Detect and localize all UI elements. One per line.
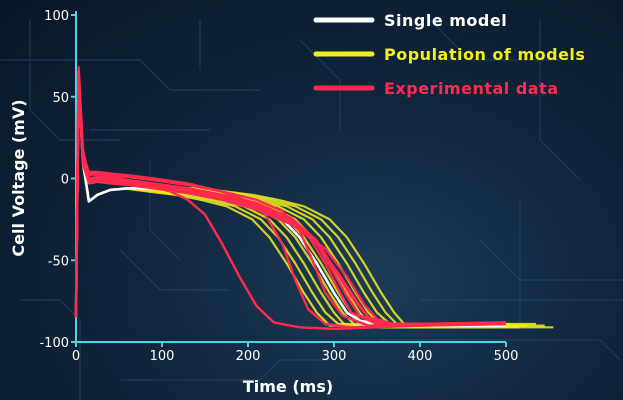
- y-axis-title: Cell Voltage (mV): [9, 99, 28, 256]
- y-tick-label: 50: [52, 91, 69, 106]
- experimental-trace: [74, 69, 507, 329]
- x-tick-label: 200: [236, 349, 261, 364]
- population-trace: [74, 76, 519, 329]
- experimental-trace: [74, 66, 507, 331]
- population-trace: [74, 76, 537, 326]
- x-tick-label: 300: [322, 349, 347, 364]
- legend-label: Experimental data: [384, 79, 559, 98]
- population-trace: [74, 76, 554, 329]
- experimental-trace: [74, 72, 507, 326]
- experimental-trace: [74, 71, 507, 327]
- x-tick-label: 500: [494, 349, 519, 364]
- x-tick-label: 400: [408, 349, 433, 364]
- legend-label: Single model: [384, 11, 507, 30]
- population-trace: [74, 76, 511, 326]
- experimental-traces: [74, 66, 507, 331]
- single-model-trace: [74, 75, 506, 327]
- circuit-background: [0, 19, 623, 400]
- y-tick-label: -100: [39, 336, 69, 351]
- y-tick-label: 100: [44, 9, 69, 24]
- population-traces: [74, 76, 554, 329]
- x-tick-label: 0: [72, 349, 80, 364]
- population-trace: [74, 76, 502, 327]
- x-tick-label: 100: [150, 349, 175, 364]
- y-tick-label: -50: [48, 254, 69, 269]
- x-axis-title: Time (ms): [243, 377, 333, 396]
- legend-label: Population of models: [384, 45, 585, 64]
- single-model-trace-line: [74, 75, 506, 327]
- y-tick-label: 0: [61, 173, 69, 188]
- experimental-trace: [74, 69, 506, 327]
- experimental-trace: [74, 75, 507, 327]
- legend: Single model Population of models Experime…: [313, 11, 585, 98]
- experimental-trace: [74, 74, 507, 326]
